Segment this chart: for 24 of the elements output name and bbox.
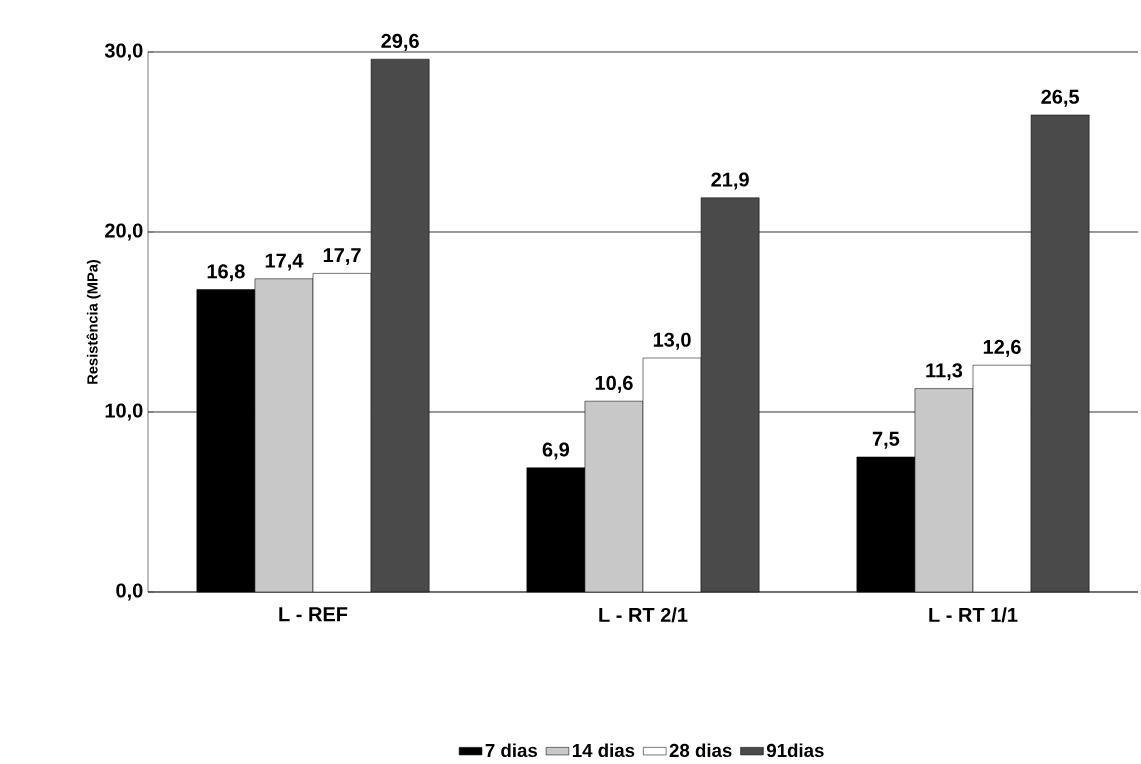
y-tick-label: 0,0 xyxy=(116,583,143,601)
legend-label: 7 dias xyxy=(485,743,538,757)
data-label: 16,8 xyxy=(207,264,245,282)
data-label: 12,6 xyxy=(983,339,1021,357)
legend-label: 14 dias xyxy=(572,743,635,757)
data-label: 26,5 xyxy=(1041,89,1080,107)
data-label: 21,9 xyxy=(711,172,749,190)
x-tick-label: L - REF xyxy=(279,607,348,621)
legend-label: 28 dias xyxy=(669,743,732,757)
data-label: 13,0 xyxy=(653,332,691,350)
y-tick-label: 20,0 xyxy=(105,223,143,241)
data-label: 17,7 xyxy=(323,248,361,265)
y-axis-title: Resistência (MPa) xyxy=(86,259,101,384)
legend-label: 91dias xyxy=(766,743,824,757)
data-label: 6,9 xyxy=(542,442,570,460)
y-tick-label: 30,0 xyxy=(104,43,143,61)
data-label: 17,4 xyxy=(265,253,304,271)
x-tick-label: L - RT 1/1 xyxy=(929,607,1018,623)
y-tick-label: 10,0 xyxy=(105,403,143,421)
data-label: 29,6 xyxy=(381,33,419,51)
x-tick-label: L - RT 2/1 xyxy=(599,607,688,623)
data-label: 10,6 xyxy=(595,375,633,393)
data-label: 11,3 xyxy=(926,363,963,381)
data-label: 7,5 xyxy=(872,431,900,449)
